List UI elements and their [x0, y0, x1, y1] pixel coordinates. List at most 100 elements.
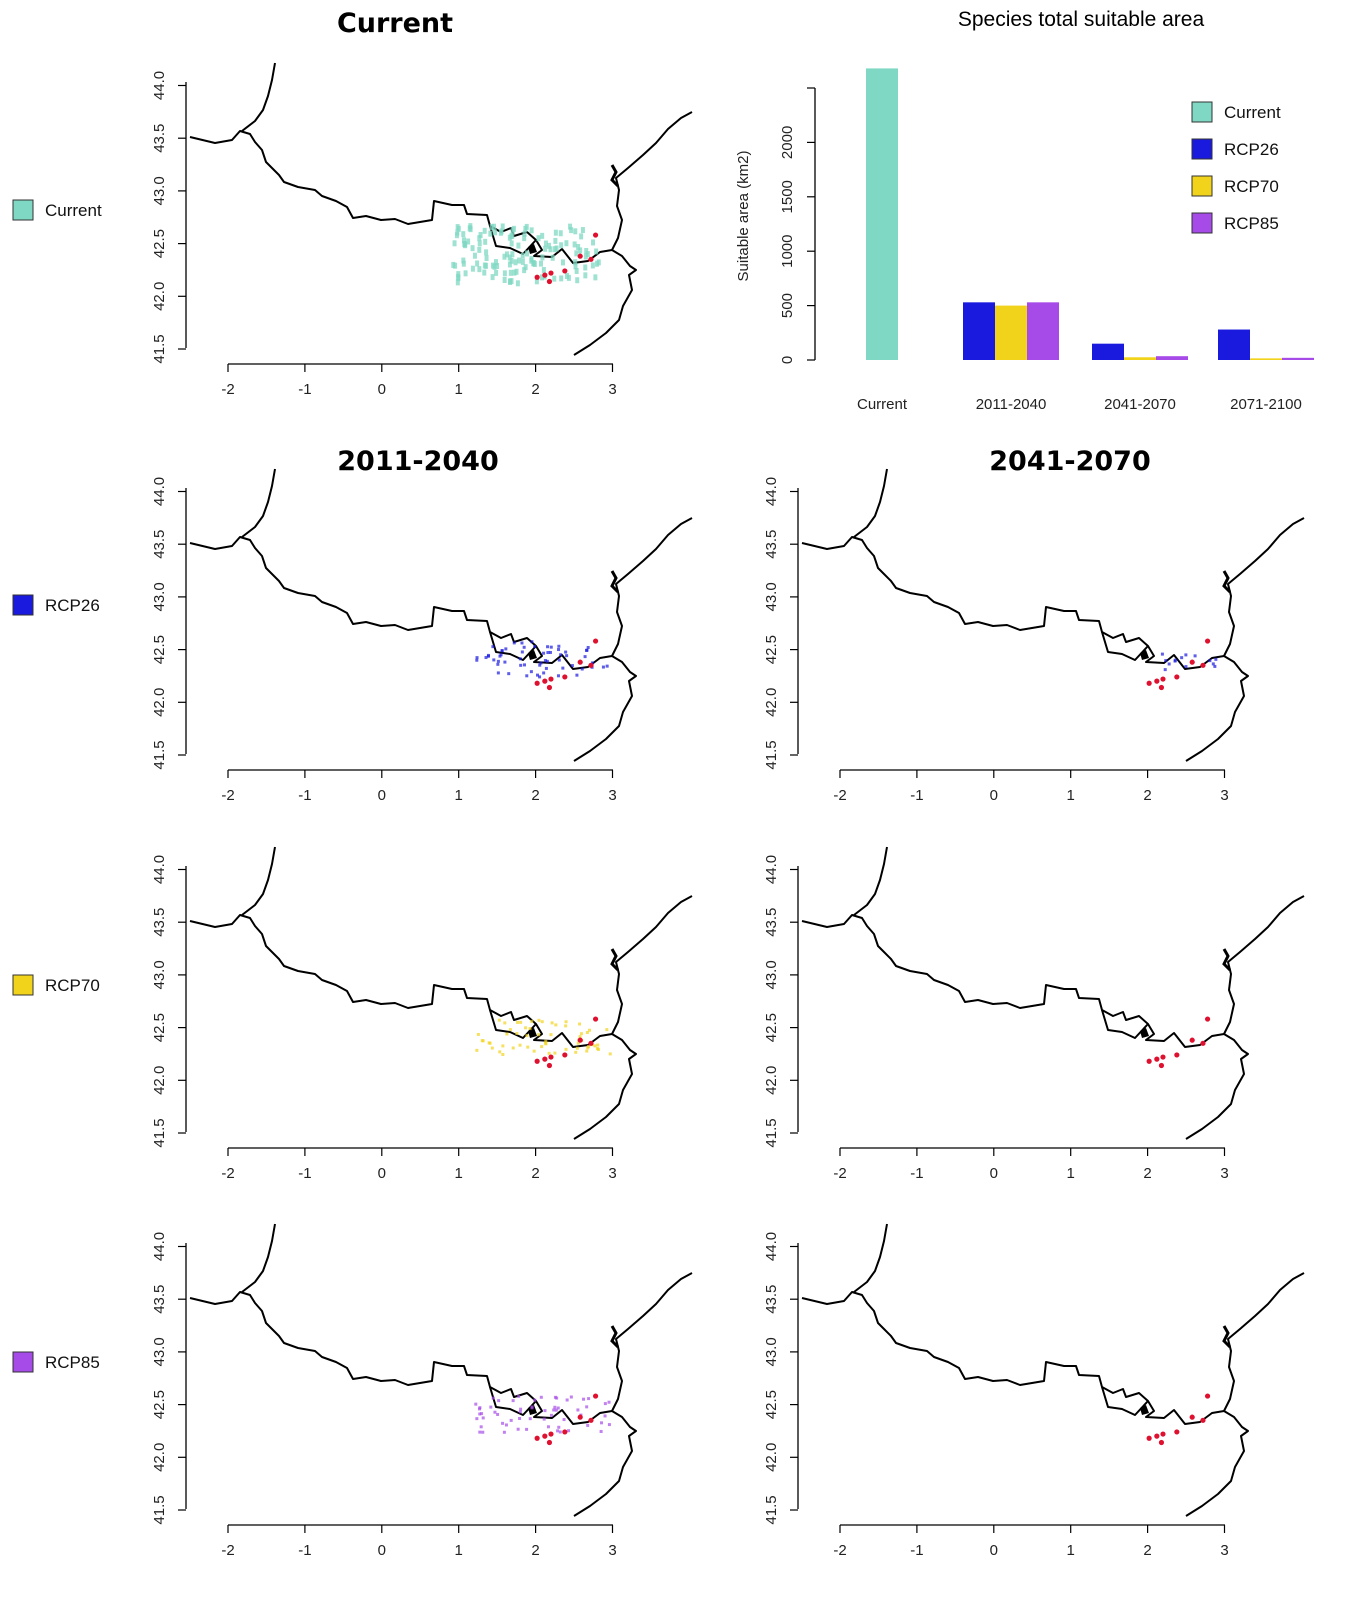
x-tick-label: 2 — [531, 787, 539, 804]
x-tick-label: 1 — [1067, 1165, 1075, 1182]
col-title-current: Current — [337, 8, 453, 39]
suitable-cell — [560, 259, 565, 266]
suitable-cell — [553, 1051, 557, 1055]
y-tick-label: 43.0 — [151, 176, 168, 205]
suitable-cell — [557, 658, 561, 662]
suitable-cell — [494, 269, 499, 276]
y-tick-label: 41.5 — [151, 334, 168, 363]
border-line — [489, 1386, 537, 1416]
suitable-cell — [478, 232, 483, 239]
suitable-cell — [564, 650, 568, 654]
bar-rcp26-2011-2040 — [963, 302, 995, 360]
bar-y-axis-label: Suitable area (km2) — [735, 151, 752, 282]
suitable-cell — [476, 1032, 480, 1036]
suitable-cell — [574, 250, 579, 257]
suitable-cell — [532, 1049, 536, 1053]
x-tick-label: 0 — [990, 1165, 998, 1182]
suitable-cell — [498, 1050, 502, 1054]
suitable-cell — [599, 1421, 603, 1425]
suitable-cell — [504, 251, 509, 258]
suitable-cell — [512, 269, 517, 276]
suitable-cell — [536, 673, 540, 677]
border-line — [1101, 1386, 1149, 1416]
suitable-cell — [540, 254, 545, 261]
suitable-cell — [470, 245, 475, 252]
coast-detail — [610, 164, 620, 188]
y-tick-label: 42.0 — [763, 688, 780, 717]
occurrence-point — [1189, 1414, 1195, 1420]
suitable-cell — [607, 1400, 611, 1404]
border-line — [1223, 1272, 1305, 1412]
suitable-cell — [528, 1417, 532, 1421]
suitable-cell — [525, 1034, 529, 1038]
suitable-cell — [543, 245, 548, 252]
suitable-cell — [461, 257, 466, 264]
border-line — [853, 846, 888, 916]
suitable-cell — [477, 235, 482, 242]
suitable-cell — [455, 224, 460, 231]
legend-label-rcp85: RCP85 — [1224, 214, 1279, 233]
border-line — [189, 914, 637, 1140]
suitable-cell — [520, 252, 525, 259]
suitable-cell — [1184, 653, 1188, 657]
y-tick-label: 43.5 — [151, 530, 168, 559]
y-tick-label: 44.0 — [151, 71, 168, 100]
suitable-cell — [1213, 664, 1217, 668]
occurrence-point — [1146, 680, 1152, 686]
suitable-cell — [478, 1430, 482, 1434]
suitable-cell — [593, 274, 598, 281]
suitable-cell — [574, 267, 579, 274]
occurrence-point — [534, 1058, 540, 1064]
suitable-cell — [578, 1022, 582, 1026]
suitable-cell — [538, 675, 542, 679]
suitable-cell — [532, 261, 537, 268]
bar-rcp70-2071-2100 — [1250, 358, 1282, 360]
suitable-cell — [564, 1020, 568, 1024]
border-line — [489, 225, 537, 255]
x-tick-label: -2 — [833, 1542, 846, 1559]
suitable-cell — [576, 1408, 580, 1412]
occurrence-point — [534, 680, 540, 686]
occurrence-point — [534, 274, 540, 280]
suitable-cell — [475, 260, 480, 267]
suitable-cell — [558, 1430, 562, 1434]
occurrence-point — [577, 253, 583, 259]
suitable-cell — [472, 252, 477, 259]
suitable-cell — [553, 237, 558, 244]
y-tick-label: 44.0 — [763, 477, 780, 506]
occurrence-point — [1154, 678, 1160, 684]
suitable-cell — [502, 253, 507, 260]
occurrence-point — [562, 1429, 568, 1435]
y-tick-label: 42.0 — [763, 1443, 780, 1472]
y-tick-label: 42.0 — [151, 1443, 168, 1472]
x-tick-label: 3 — [1220, 1165, 1228, 1182]
suitable-cell — [478, 1407, 482, 1411]
y-tick-label: 42.5 — [151, 1013, 168, 1042]
y-tick-label: 44.0 — [763, 855, 780, 884]
suitable-cell — [503, 1021, 507, 1025]
coast-detail — [610, 948, 620, 972]
occurrence-point — [1160, 1054, 1166, 1060]
suitable-cell — [461, 231, 466, 238]
suitable-cell — [1167, 662, 1171, 666]
suitable-cell — [549, 645, 553, 649]
coast-detail — [610, 570, 620, 594]
suitable-cell — [576, 243, 581, 250]
border-enclave — [528, 1028, 537, 1038]
x-tick-label: 3 — [608, 1542, 616, 1559]
border-line — [611, 517, 693, 657]
bar-y-tick-label: 2000 — [779, 126, 796, 159]
x-tick-label: 0 — [990, 1542, 998, 1559]
col-title-2041-2070: 2041-2070 — [989, 446, 1151, 477]
suitable-cell — [516, 1427, 520, 1431]
occurrence-point — [1174, 1429, 1180, 1435]
suitable-cell — [530, 1019, 534, 1023]
row-label-rcp85: RCP85 — [45, 1353, 100, 1372]
coast-detail — [1222, 1325, 1232, 1349]
y-tick-label: 43.5 — [763, 530, 780, 559]
border-line — [241, 846, 276, 916]
occurrence-point — [548, 1054, 554, 1060]
suitable-cell — [522, 645, 526, 649]
occurrence-point — [592, 1016, 599, 1022]
suitable-cell — [525, 250, 530, 257]
